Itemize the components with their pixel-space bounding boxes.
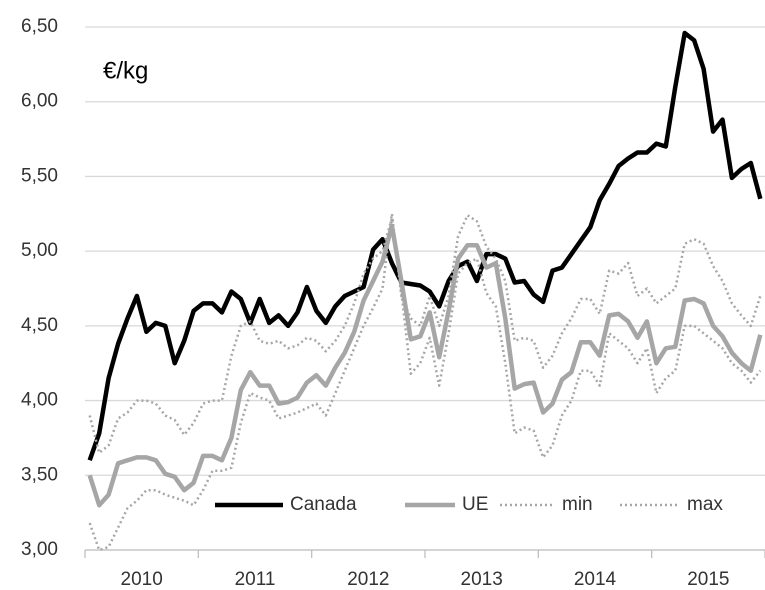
series-line	[87, 30, 763, 462]
x-tick-label: 2013	[461, 569, 503, 590]
x-tick-label: 2014	[574, 569, 617, 590]
x-tick-label: 2015	[687, 569, 729, 590]
series-line	[88, 214, 762, 455]
x-tick-label: 2011	[235, 569, 276, 590]
legend-label: max	[687, 494, 723, 515]
legend-label: Canada	[290, 494, 357, 515]
y-tick-label: 5,00	[21, 240, 58, 261]
x-tick-label: 2012	[347, 569, 389, 590]
legend-label: min	[562, 494, 593, 515]
series-line	[88, 212, 762, 552]
y-tick-label: 4,00	[21, 390, 58, 411]
y-tick-label: 4,50	[21, 315, 58, 336]
y-tick-label: 6,00	[21, 91, 58, 112]
legend-bg	[614, 491, 734, 519]
y-tick-label: 3,00	[21, 539, 58, 560]
y-tick-label: 5,50	[21, 165, 58, 186]
legend-label: UE	[462, 494, 488, 515]
x-tick-label: 2010	[121, 569, 163, 590]
y-tick-label: 6,50	[21, 16, 58, 37]
legend-bg	[494, 491, 614, 519]
unit-label: €/kg	[103, 57, 148, 84]
y-tick-label: 3,50	[21, 464, 58, 485]
series-line	[87, 223, 763, 508]
